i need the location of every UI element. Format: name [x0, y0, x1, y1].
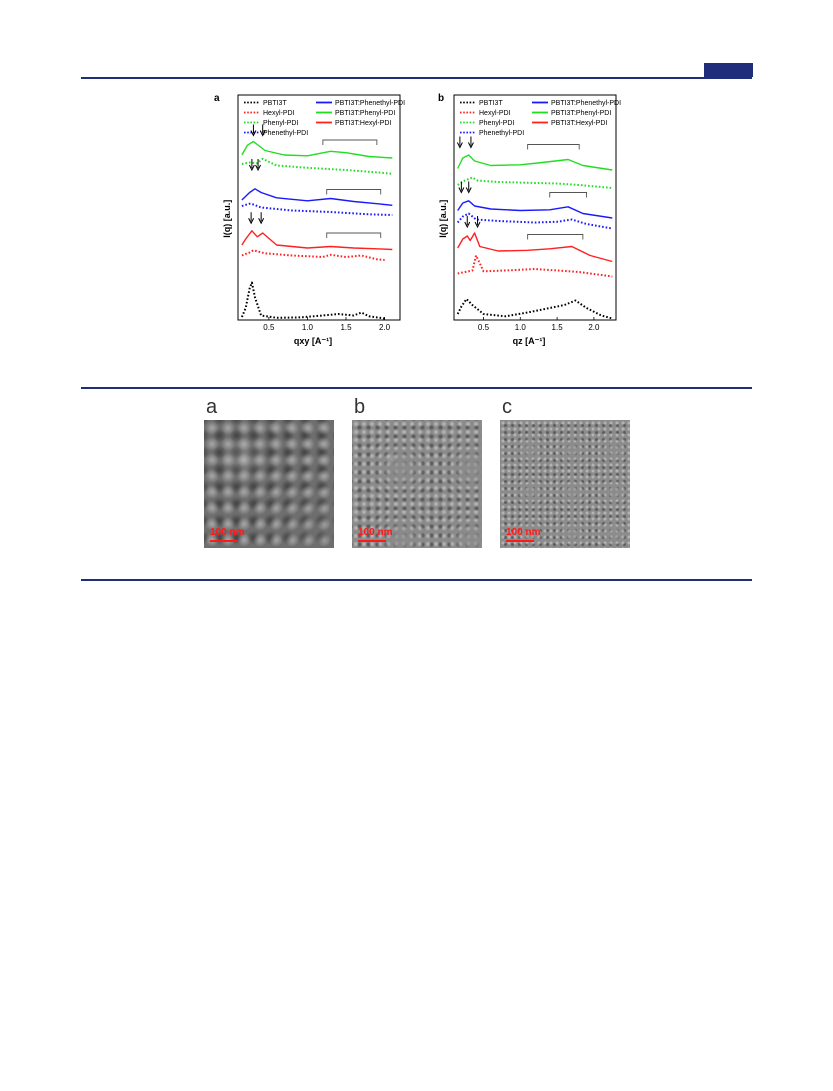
micrograph-label-c: c — [502, 396, 512, 418]
series-line-phenethyl-pdi — [241, 202, 393, 216]
micrograph-a: 100 nm — [204, 420, 334, 548]
peak-arrow-head — [259, 130, 266, 137]
legend-label: Phenethyl-PDI — [479, 130, 524, 137]
header-tab — [704, 63, 753, 77]
figure-1-svg: a I(q) [a.u.] 0.5 1.0 1.5 2.0 qxy [A⁻¹] PBTI3T H… — [214, 93, 621, 346]
peak-arrow-head — [258, 218, 265, 225]
peak-arrow-head — [248, 218, 255, 225]
peak-arrow-head — [474, 221, 481, 229]
series-line-pbti3t — [240, 281, 385, 320]
series-line-pbti3t-hexyl-pdi — [241, 230, 393, 251]
peak-arrow-head — [465, 187, 472, 194]
series-line-pbti3t-hexyl-pdi — [457, 232, 613, 263]
scale-bar — [506, 540, 534, 542]
x-tick-label: 1.0 — [515, 323, 527, 332]
panel-label: a — [214, 93, 220, 104]
scale-bar — [210, 540, 238, 542]
x-axis-label: qxy [A⁻¹] — [294, 336, 332, 346]
scale-label: 100 nm — [506, 527, 541, 538]
plot-frame — [453, 94, 617, 321]
top-rule — [81, 77, 752, 79]
legend-label: Phenethyl-PDI — [263, 130, 308, 137]
legend-label: PBTI3T:Hexyl-PDI — [551, 120, 607, 127]
x-tick-label: 0.5 — [478, 323, 490, 332]
peak-arrow-head — [456, 142, 463, 149]
peak-arrow-head — [467, 142, 474, 149]
scale-label: 100 nm — [210, 527, 245, 538]
bracket — [326, 189, 382, 195]
series-line-phenyl-pdi — [241, 157, 393, 175]
micrograph-label-b: b — [354, 396, 366, 418]
x-tick-label: 2.0 — [379, 323, 391, 332]
legend-label: PBTI3T:Hexyl-PDI — [335, 120, 391, 127]
bracket — [326, 232, 382, 238]
legend-label: PBTI3T:Phenyl-PDI — [551, 110, 611, 117]
bracket — [549, 192, 587, 198]
y-axis-label: I(q) [a.u.] — [438, 200, 448, 238]
y-axis-label: I(q) [a.u.] — [222, 200, 232, 238]
series-line-hexyl-pdi — [457, 254, 613, 278]
peak-arrow-head — [464, 221, 471, 229]
legend-label: Phenyl-PDI — [263, 120, 298, 127]
bracket — [527, 234, 584, 240]
series-line-pbti3t-phenyl-pdi — [241, 140, 393, 159]
x-tick-label: 2.0 — [588, 323, 600, 332]
series-line-pbti3t-phenyl-pdi — [457, 154, 613, 171]
chart-panel-a: a I(q) [a.u.] 0.5 1.0 1.5 2.0 qxy [A⁻¹] PBTI3T H… — [214, 93, 405, 346]
legend-label: Hexyl-PDI — [479, 110, 511, 117]
series-line-phenethyl-pdi — [456, 212, 613, 230]
x-axis-label: qz [A⁻¹] — [513, 336, 546, 346]
micrograph-c: 100 nm — [500, 420, 630, 548]
scale-bar — [358, 540, 386, 542]
micrograph-label-a: a — [206, 396, 218, 418]
legend-label: PBTI3T:Phenethyl-PDI — [551, 100, 621, 107]
peak-arrow-head — [250, 130, 257, 137]
peak-arrow-head — [248, 164, 255, 172]
panel-label: b — [438, 93, 444, 104]
x-tick-label: 0.5 — [263, 323, 275, 332]
legend-label: Hexyl-PDI — [263, 110, 295, 117]
legend-label: PBTI3T — [479, 100, 503, 107]
x-tick-label: 1.5 — [340, 323, 352, 332]
scale-label: 100 nm — [358, 527, 393, 538]
legend-label: Phenyl-PDI — [479, 120, 514, 127]
series-line-phenyl-pdi — [457, 176, 613, 189]
bracket — [322, 139, 378, 145]
x-tick-label: 1.5 — [552, 323, 564, 332]
legend-label: PBTI3T:Phenethyl-PDI — [335, 100, 405, 107]
legend-label: PBTI3T:Phenyl-PDI — [335, 110, 395, 117]
x-tick-label: 1.0 — [302, 323, 314, 332]
series-line-pbti3t-phenethyl-pdi — [241, 188, 393, 206]
peak-arrow-head — [255, 164, 262, 172]
series-line-hexyl-pdi — [241, 249, 385, 261]
legend-label: PBTI3T — [263, 100, 287, 107]
middle-rule — [81, 387, 752, 389]
peak-arrow-head — [458, 187, 465, 194]
micrograph-b: 100 nm — [352, 420, 482, 548]
bottom-rule — [81, 579, 752, 581]
chart-panel-b: b I(q) [a.u.] 0.5 1.0 1.5 2.0 qz [A⁻¹] PBTI3T He… — [438, 93, 621, 346]
plot-frame — [237, 94, 401, 321]
bracket — [527, 144, 580, 150]
series-line-pbti3t-phenethyl-pdi — [457, 200, 613, 219]
series-line-pbti3t — [456, 298, 613, 320]
